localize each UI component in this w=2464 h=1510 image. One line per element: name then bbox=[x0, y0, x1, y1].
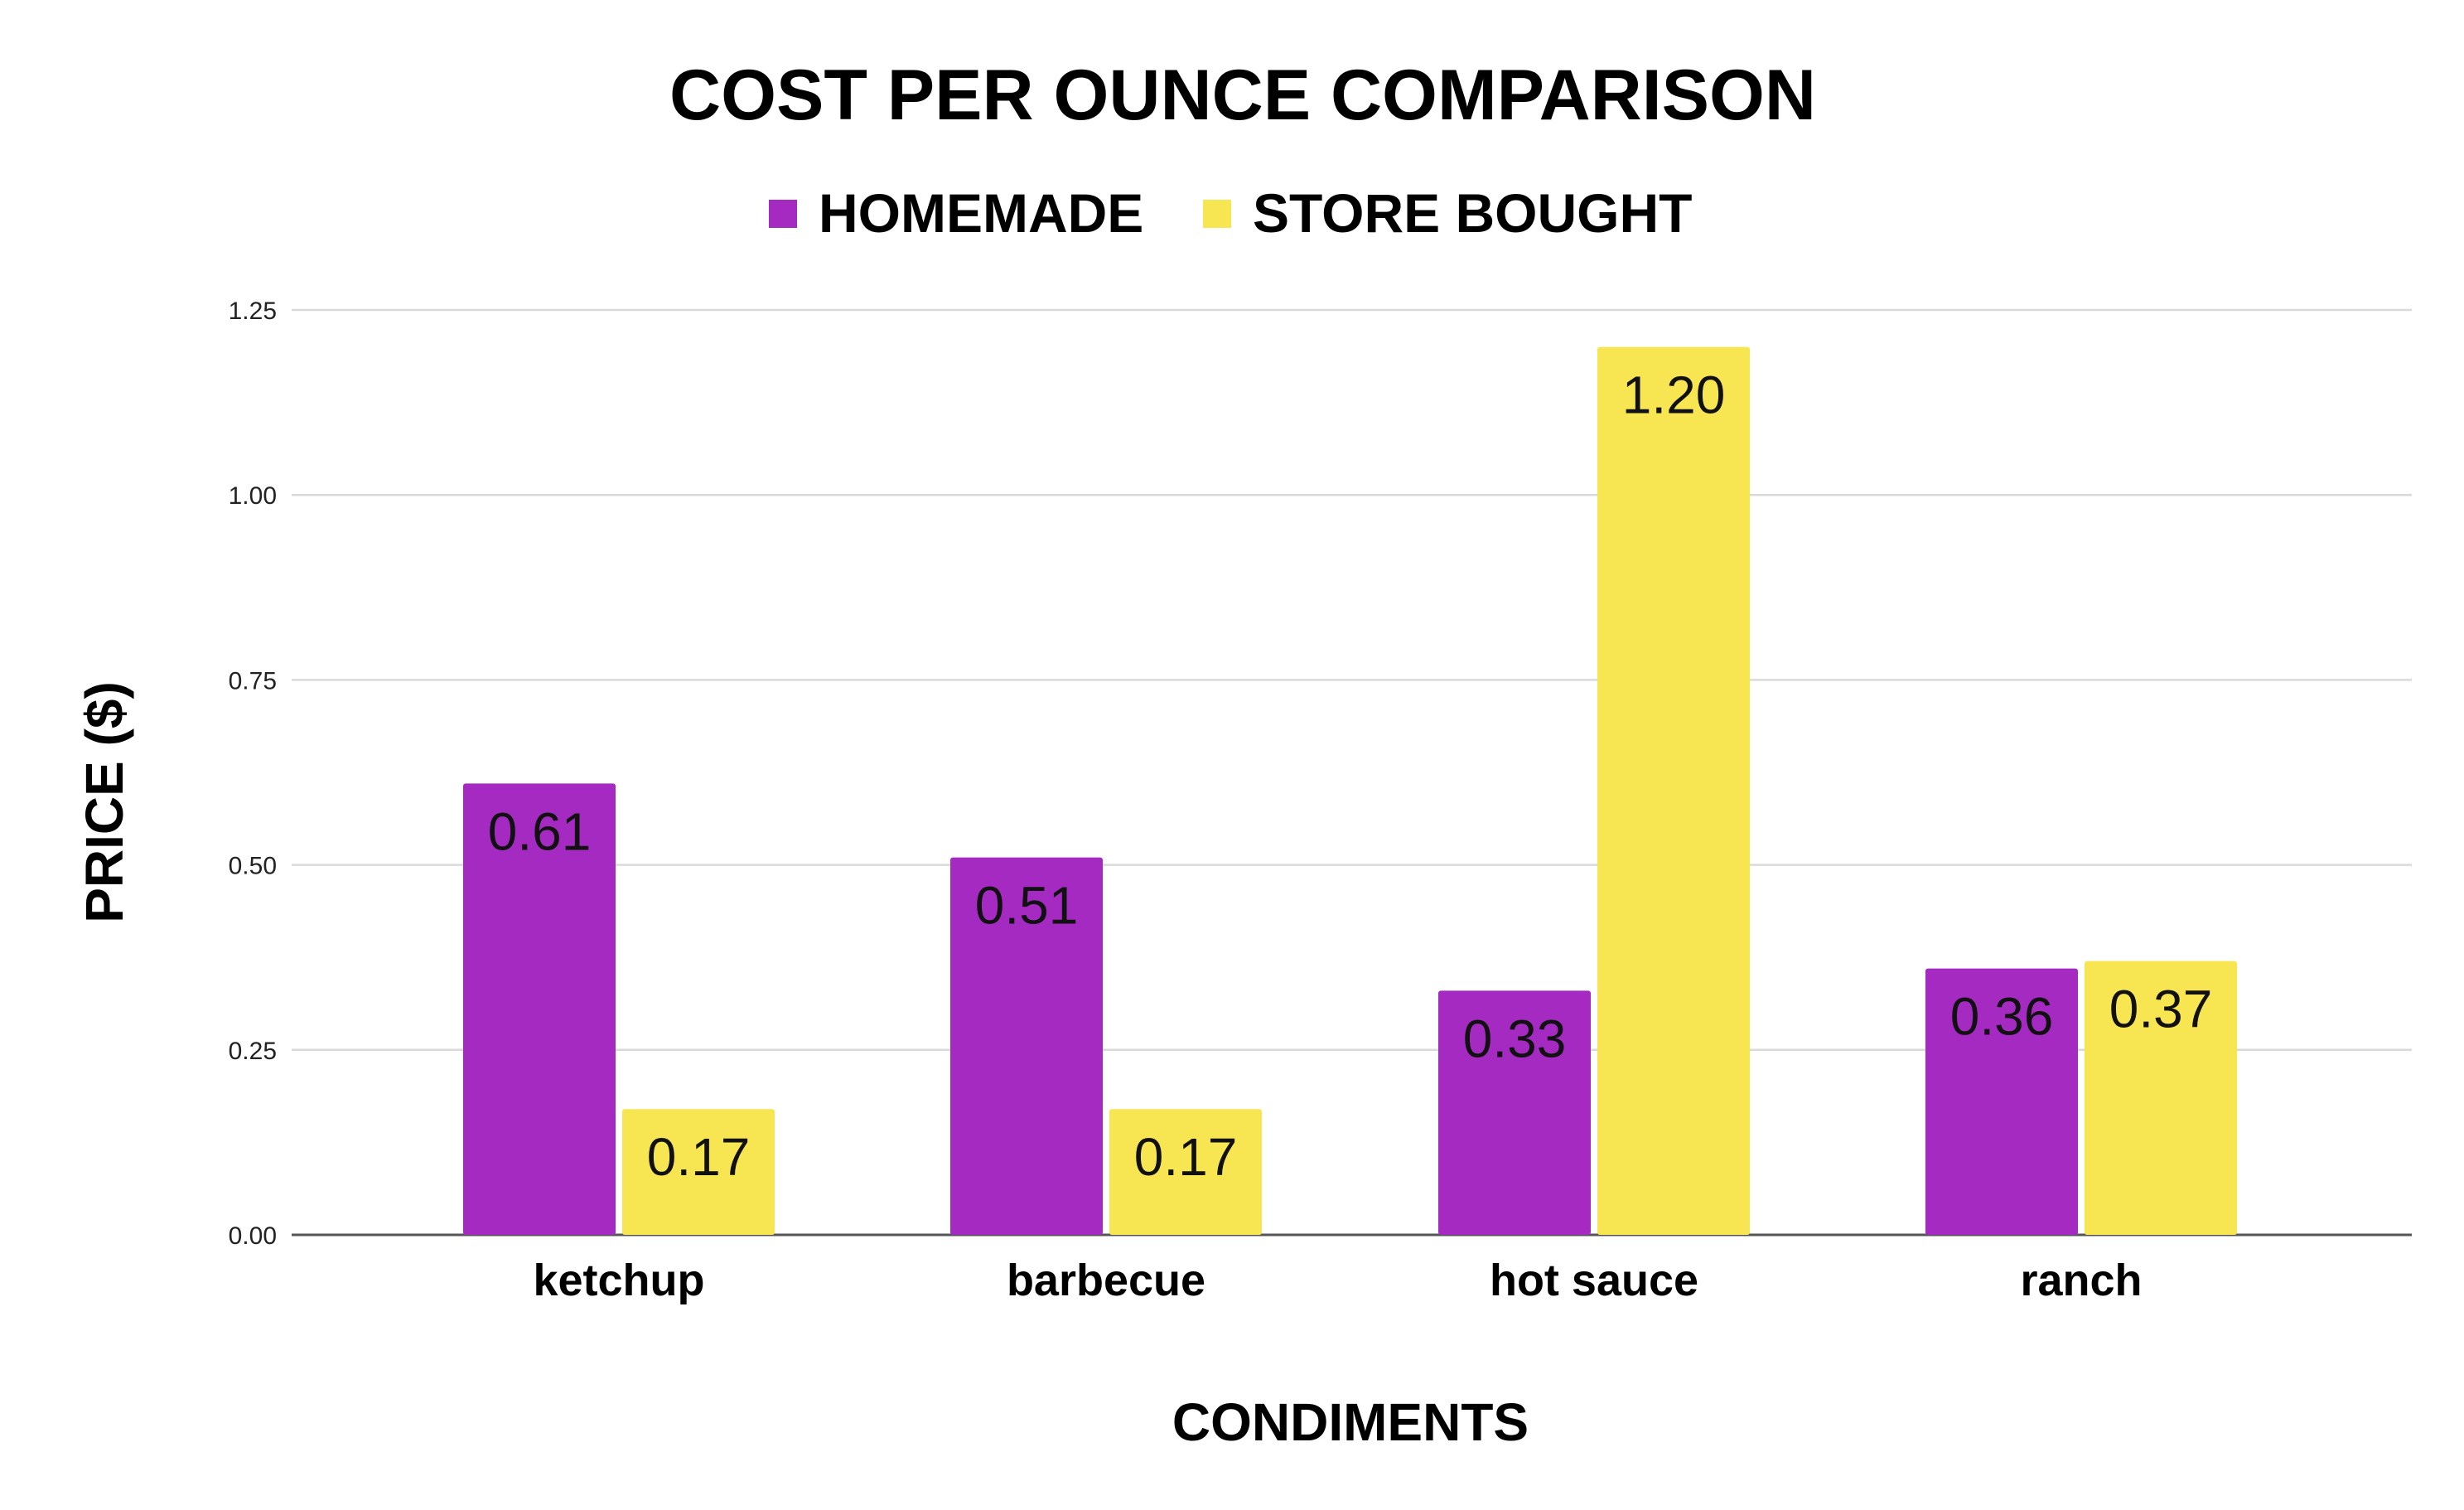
data-label: 0.51 bbox=[975, 876, 1079, 936]
bar-homemade-hot-sauce bbox=[1438, 990, 1591, 1235]
y-tick-label: 0.25 bbox=[229, 1038, 277, 1065]
category-labels: ketchup barbecue hot sauce ranch bbox=[533, 1256, 2142, 1305]
bar-store-bought-ranch bbox=[2085, 961, 2237, 1235]
bar-homemade-ketchup bbox=[463, 783, 616, 1235]
data-label: 0.17 bbox=[1134, 1127, 1238, 1187]
legend-swatch-homemade bbox=[769, 200, 797, 228]
bar-store-bought-barbecue bbox=[1109, 1109, 1262, 1235]
data-label: 0.17 bbox=[647, 1127, 751, 1187]
bars: 0.61 0.17 0.51 0.17 0.33 1.20 0.36 0.37 bbox=[463, 346, 2237, 1235]
y-tick-label: 0.75 bbox=[229, 667, 277, 695]
legend-label: STORE BOUGHT bbox=[1253, 182, 1692, 244]
data-label: 0.61 bbox=[488, 801, 592, 861]
y-tick-label: 1.00 bbox=[229, 482, 277, 510]
y-tick-label: 0.00 bbox=[229, 1222, 277, 1250]
category-label: hot sauce bbox=[1490, 1256, 1698, 1305]
data-label: 0.37 bbox=[2109, 980, 2213, 1039]
bar-homemade-barbecue bbox=[950, 857, 1103, 1235]
bar-homemade-ranch bbox=[1925, 968, 2078, 1235]
data-label: 0.33 bbox=[1463, 1009, 1567, 1068]
bar-store-bought-hot-sauce bbox=[1597, 346, 1750, 1235]
y-tick-label: 0.50 bbox=[229, 853, 277, 880]
category-label: ketchup bbox=[533, 1256, 704, 1305]
legend-swatch-store-bought bbox=[1203, 200, 1231, 228]
x-axis-title: CONDIMENTS bbox=[1172, 1392, 1529, 1452]
gridlines: 0.00 0.25 0.50 0.75 1.00 1.25 bbox=[229, 298, 2412, 1250]
chart-title: COST PER OUNCE COMPARISON bbox=[669, 56, 1816, 135]
data-label: 0.36 bbox=[1950, 987, 2054, 1047]
y-tick-label: 1.25 bbox=[229, 298, 277, 325]
bar-store-bought-ketchup bbox=[622, 1109, 775, 1235]
data-label: 1.20 bbox=[1622, 365, 1726, 425]
category-label: ranch bbox=[2020, 1256, 2142, 1305]
legend: HOMEMADE STORE BOUGHT bbox=[769, 182, 1692, 244]
y-axis-title: PRICE ($) bbox=[75, 681, 134, 923]
category-label: barbecue bbox=[1007, 1256, 1205, 1305]
legend-label: HOMEMADE bbox=[819, 182, 1143, 244]
